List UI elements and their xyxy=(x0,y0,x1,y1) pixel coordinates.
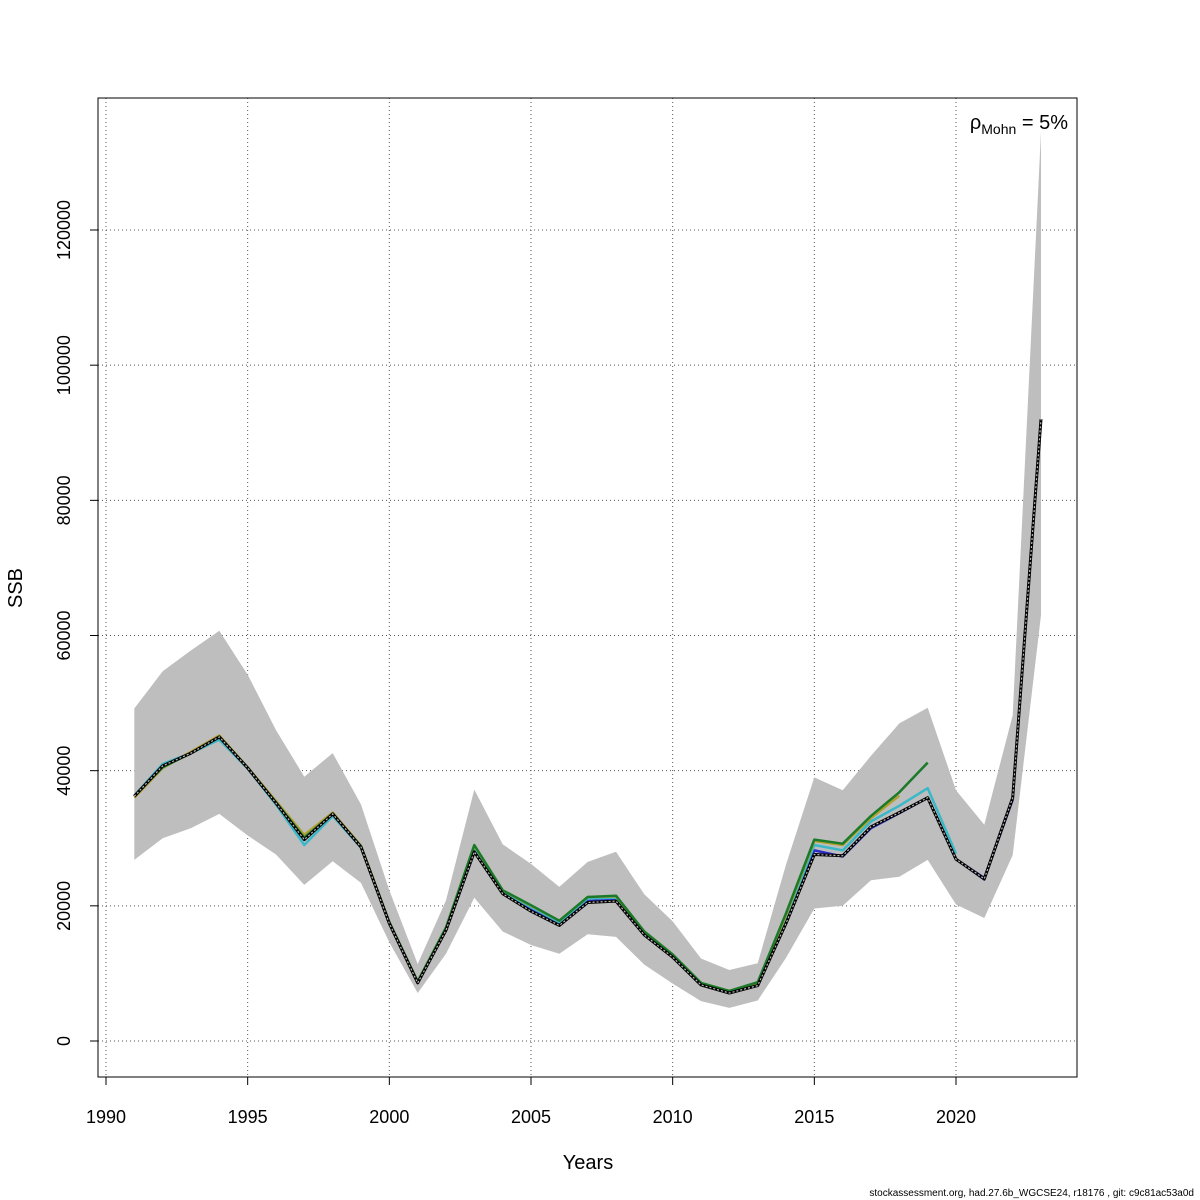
y-tick-label-40000: 40000 xyxy=(54,746,74,796)
y-tick-label-20000: 20000 xyxy=(54,881,74,931)
y-tick-label-0: 0 xyxy=(54,1036,74,1046)
x-tick-label-2010: 2010 xyxy=(653,1107,693,1127)
x-tick-label-2015: 2015 xyxy=(794,1107,834,1127)
x-tick-label-1990: 1990 xyxy=(86,1107,126,1127)
y-tick-label-100000: 100000 xyxy=(54,335,74,395)
rho-subscript: Mohn xyxy=(981,121,1016,137)
plot-frame xyxy=(97,97,1078,1078)
rho-symbol: ρ xyxy=(970,112,981,134)
x-tick-label-2000: 2000 xyxy=(369,1107,409,1127)
x-tick-label-1995: 1995 xyxy=(228,1107,268,1127)
x-axis-title: Years xyxy=(563,1152,613,1174)
y-axis: 0 20000 40000 60000 80000 100000 120000 xyxy=(54,200,98,1046)
rho-value: = 5% xyxy=(1016,112,1068,134)
confidence-band xyxy=(134,132,1042,1008)
mohn-rho-annotation: ρMohn = 5% xyxy=(970,112,1068,137)
x-tick-label-2020: 2020 xyxy=(936,1107,976,1127)
footer-credit: stockassessment.org, had.27.6b_WGCSE24, … xyxy=(869,1188,1194,1199)
y-tick-label-80000: 80000 xyxy=(54,475,74,525)
y-tick-label-60000: 60000 xyxy=(54,610,74,660)
y-tick-label-120000: 120000 xyxy=(54,200,74,260)
series-layer xyxy=(133,419,1043,995)
y-axis-title: SSB xyxy=(5,568,27,608)
series-line-base xyxy=(133,419,1043,995)
x-tick-label-2005: 2005 xyxy=(511,1107,551,1127)
x-axis: 1990 1995 2000 2005 2010 2015 2020 xyxy=(86,1077,976,1127)
